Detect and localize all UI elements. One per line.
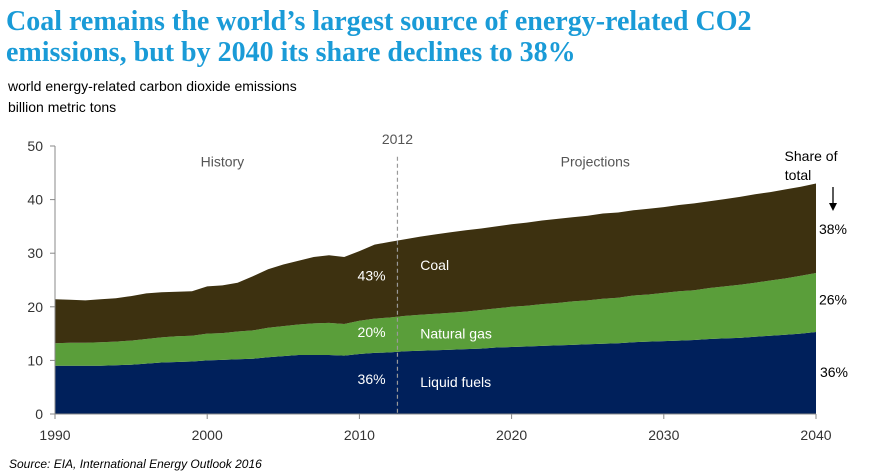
x-tick-label: 2000	[192, 427, 223, 443]
source-note: Source: EIA, International Energy Outloo…	[9, 457, 262, 471]
y-tick-label: 0	[35, 406, 43, 422]
x-tick-label: 2040	[800, 427, 831, 443]
x-tick-label: 2030	[648, 427, 679, 443]
chart-subtitle: world energy-related carbon dioxide emis…	[8, 78, 297, 94]
share-of-total-label: Share of	[785, 148, 838, 164]
arrow-down-icon	[829, 187, 837, 211]
share-2012-coal: 43%	[358, 268, 386, 284]
x-tick-label: 2020	[496, 427, 527, 443]
share-2040-liquid-fuels: 36%	[820, 364, 848, 380]
coal-series-label: Coal	[420, 257, 449, 273]
y-tick-label: 20	[27, 299, 43, 315]
share-of-total-label-line2: total	[785, 167, 811, 183]
history-label: History	[201, 153, 245, 169]
y-tick-label: 30	[27, 245, 43, 261]
share-2012-natural-gas: 20%	[358, 324, 386, 340]
area-coal	[55, 183, 816, 344]
projections-label: Projections	[561, 153, 630, 169]
y-tick-label: 40	[27, 192, 43, 208]
area-natural-gas	[55, 273, 816, 366]
divider-label: 2012	[382, 131, 413, 147]
x-tick-label: 1990	[39, 427, 70, 443]
natural-gas-series-label: Natural gas	[420, 325, 492, 341]
share-2012-liquid-fuels: 36%	[358, 371, 386, 387]
chart-units: billion metric tons	[8, 99, 117, 115]
x-tick-label: 2010	[344, 427, 375, 443]
y-tick-label: 10	[27, 352, 43, 368]
y-tick-label: 50	[27, 138, 43, 154]
chart-title: Coal remains the world’s largest source …	[6, 6, 752, 68]
share-2040-coal: 38%	[819, 221, 847, 237]
area-layer	[55, 183, 816, 414]
area-liquid-fuels	[55, 332, 816, 414]
share-2040-natural-gas: 26%	[819, 292, 847, 308]
liquid-fuels-series-label: Liquid fuels	[420, 374, 491, 390]
